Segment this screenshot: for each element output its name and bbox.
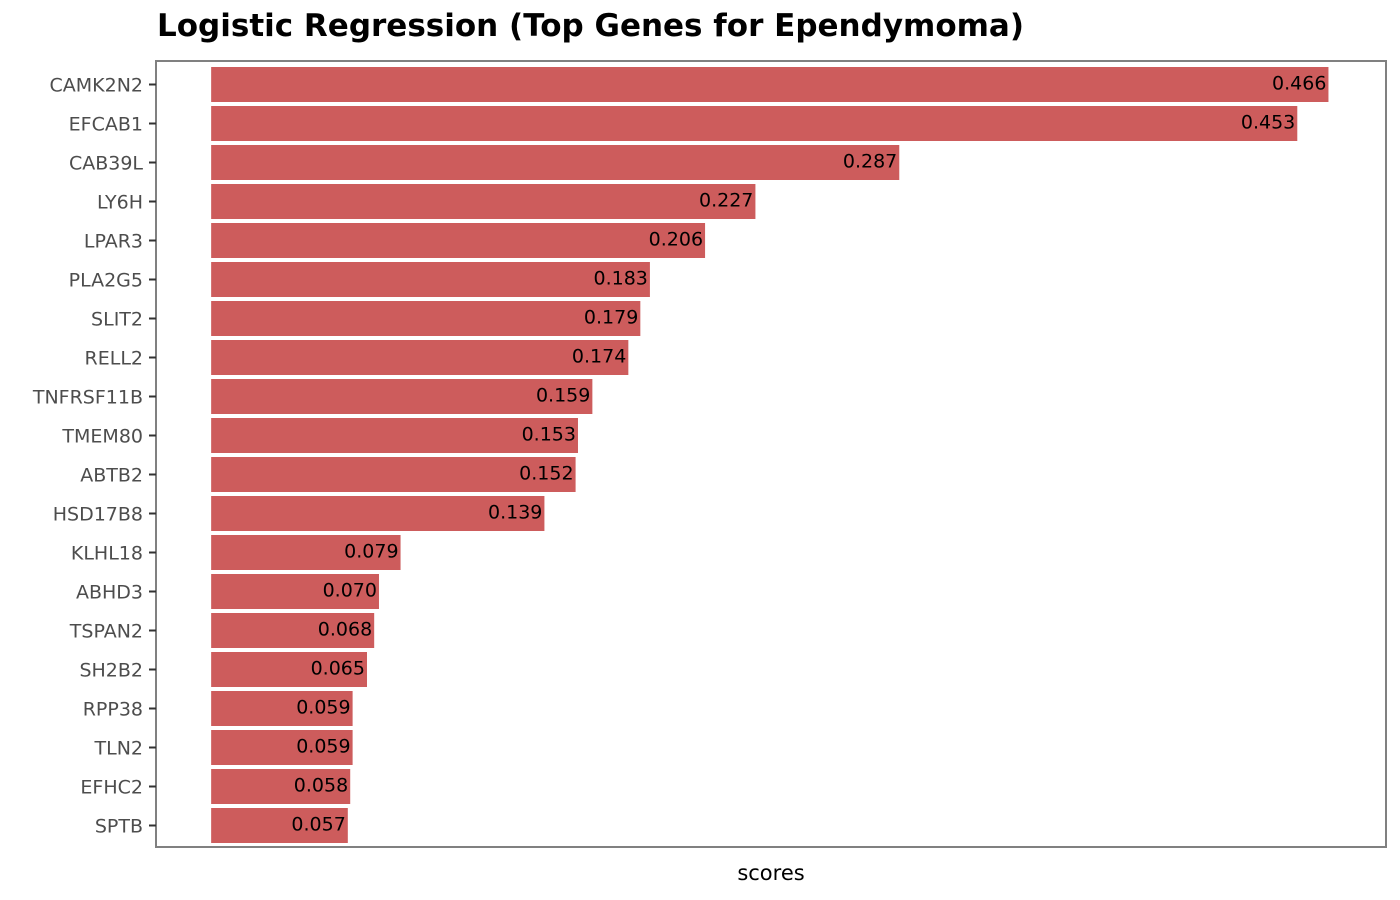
data-label: 0.139: [488, 502, 542, 524]
data-label: 0.079: [344, 541, 398, 563]
bar-klhl18: [211, 535, 401, 570]
data-label: 0.153: [522, 424, 576, 446]
chart-title: Logistic Regression (Top Genes for Epend…: [157, 8, 1025, 44]
bars-group: [211, 67, 1329, 843]
data-label: 0.287: [843, 151, 897, 173]
data-label: 0.070: [323, 580, 377, 602]
y-tick-label: ABHD3: [76, 582, 143, 604]
y-axis-ticks: CAMK2N2 EFCAB1 CAB39L LY6H LPAR3 PLA2G5 SLIT2 R…: [32, 75, 156, 838]
data-label: 0.227: [699, 190, 753, 212]
bar-sh2b2: [211, 652, 367, 687]
data-label: 0.159: [536, 385, 590, 407]
bar-tspan2: [211, 613, 375, 648]
y-tick-label: EFHC2: [80, 777, 143, 799]
plot-frame: [155, 60, 1387, 848]
y-tick-label: ABTB2: [80, 465, 143, 487]
bar-camk2n2: [211, 67, 1329, 102]
bar-ly6h: [211, 184, 756, 219]
data-label: 0.065: [311, 658, 365, 680]
bar-hsd17b8: [211, 496, 545, 531]
bar-tln2: [211, 730, 353, 765]
y-tick-label: LY6H: [97, 192, 143, 214]
y-tick-label: SLIT2: [91, 309, 143, 331]
data-label: 0.174: [572, 346, 626, 368]
data-label: 0.058: [294, 775, 348, 797]
y-tick-label: PLA2G5: [69, 270, 143, 292]
bar-lpar3: [211, 223, 706, 258]
bar-slit2: [211, 301, 641, 336]
y-tick-label: LPAR3: [84, 231, 143, 253]
data-label: 0.059: [296, 736, 350, 758]
y-tick-label: RELL2: [85, 348, 143, 370]
bar-tnfrsf11b: [211, 379, 593, 414]
bar-sptb: [211, 808, 348, 843]
y-tick-label: CAB39L: [69, 153, 143, 175]
bar-efcab1: [211, 106, 1298, 141]
bar-cab39l: [211, 145, 900, 180]
y-tick-label: RPP38: [83, 699, 143, 721]
bar-rell2: [211, 340, 629, 375]
x-axis-title: scores: [737, 861, 804, 885]
y-tick-label: KLHL18: [71, 543, 143, 565]
bar-abhd3: [211, 574, 379, 609]
y-tick-label: EFCAB1: [69, 114, 143, 136]
bar-abtb2: [211, 457, 576, 492]
data-label: 0.179: [584, 307, 638, 329]
data-label: 0.466: [1272, 73, 1326, 95]
data-label: 0.068: [318, 619, 372, 641]
y-tick-label: CAMK2N2: [49, 75, 143, 97]
data-label: 0.152: [519, 463, 573, 485]
data-label: 0.183: [594, 268, 648, 290]
bar-tmem80: [211, 418, 578, 453]
bar-efhc2: [211, 769, 351, 804]
y-tick-label: TMEM80: [61, 426, 143, 448]
bar-pla2g5: [211, 262, 650, 297]
data-label: 0.206: [649, 229, 703, 251]
y-tick-label: TSPAN2: [69, 621, 143, 643]
y-tick-label: SH2B2: [79, 660, 143, 682]
y-tick-label: TLN2: [94, 738, 144, 760]
y-tick-label: HSD17B8: [53, 504, 143, 526]
bar-rpp38: [211, 691, 353, 726]
data-label: 0.453: [1241, 112, 1295, 134]
data-label: 0.057: [291, 814, 345, 836]
y-tick-label: TNFRSF11B: [32, 387, 143, 409]
y-tick-label: SPTB: [95, 816, 143, 838]
data-label: 0.059: [296, 697, 350, 719]
